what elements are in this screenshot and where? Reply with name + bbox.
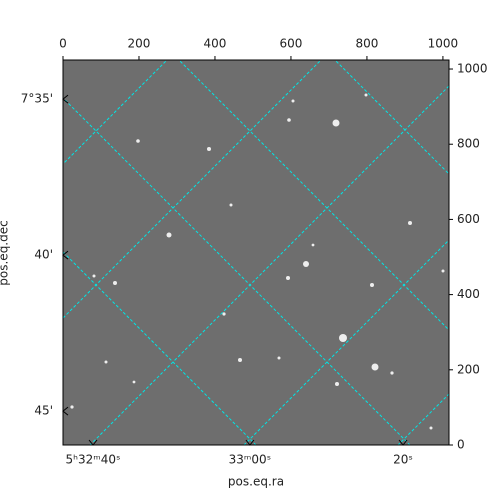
x-tick-label: 400 [204,37,227,51]
grid-line [397,393,449,445]
grid-line [89,85,449,445]
grid-line [63,251,257,445]
x-axis-label: pos.eq.ra [228,475,284,489]
y-tick-label: 200 [457,362,480,376]
world-y-tick [62,94,69,104]
world-y-tick [62,250,69,260]
y-tick-label: 600 [457,212,480,226]
world-x-tick-label: 5ʰ32ᵐ40ˢ [66,453,121,467]
x-tick-label: 1000 [428,37,459,51]
coordinate-grid [63,40,500,470]
image [63,60,449,445]
grid-line [63,97,411,445]
x-tick-label: 200 [128,37,151,51]
grid-line [334,60,449,175]
world-x-tick [398,439,408,446]
stars [70,93,445,430]
world-y-tick-label: 45' [34,404,53,418]
grid-line [243,239,449,445]
grid-line [469,40,500,470]
grid-line [63,60,168,165]
y-tick-label: 0 [457,438,465,452]
world-x-tick-label: 33ᵐ00ˢ [229,453,272,467]
x-tick-label: 0 [59,37,67,51]
y-tick-label: 800 [457,137,480,151]
grid-line [178,60,449,331]
y-tick-label: 1000 [457,62,488,76]
grid-line [63,60,322,319]
world-x-tick-label: 20ˢ [393,453,413,467]
world-y-tick-label: 7°35' [21,92,53,106]
y-tick-label: 400 [457,287,480,301]
x-tick-label: 800 [355,37,378,51]
world-y-tick-label: 40' [34,248,53,262]
y-axis-label: pos.eq.dec [0,220,11,285]
world-y-tick [62,406,69,416]
world-x-tick [245,439,255,446]
frame [62,59,450,446]
x-tick-label: 600 [279,37,302,51]
world-x-tick [88,439,98,446]
